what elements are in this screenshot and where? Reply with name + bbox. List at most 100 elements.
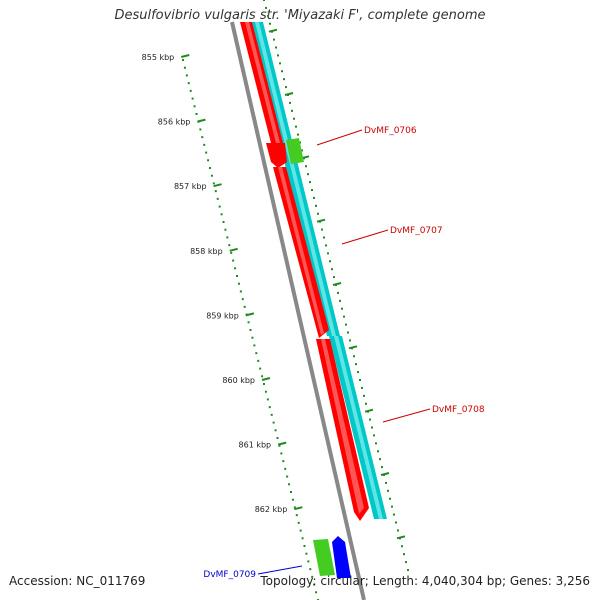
tick-dot-right [377,450,379,453]
tick-dot-right [355,363,357,366]
major-tick-right [396,535,406,540]
tick-dot-left [216,197,219,200]
tick-dot-left [291,498,294,501]
major-tick-right [364,408,374,413]
cds-red-1-highlight [245,22,280,143]
tick-dot-left [228,244,231,247]
tick-marks [181,0,409,600]
tick-dot-left [205,151,208,154]
gene-leader-line [341,229,389,245]
tick-dot-right [323,236,325,239]
tick-dot-left [185,74,188,77]
gene-labels: DvMF_0706 DvMF_0707 DvMF_0708 DvMF_0709 [203,126,484,580]
major-tick [213,183,222,188]
tick-dot-left [183,66,186,69]
tick-dot-right [267,14,269,17]
tick-dot-left [212,182,215,185]
tick-dot-left [222,221,225,223]
tick-dot-left [214,190,217,193]
tick-dot-right [333,276,335,279]
gene-label[interactable]: DvMF_0707 [390,226,443,236]
tick-dot-left [210,174,213,177]
gene-leader-line [316,129,363,146]
tick-dot-left [236,275,238,277]
tick-dot-right [289,101,291,104]
tick-dot-left [201,136,204,139]
tick-dot-right [381,466,383,469]
tick-dot-right [387,489,389,492]
tick-dot-right [317,212,319,215]
tick-dot-left [191,97,194,100]
tick-dot-left [266,398,269,401]
tick-dot-right [301,149,303,152]
tick-dot-left [243,305,246,308]
cds-cyan-1-highlight [255,22,336,336]
tick-dot-right [331,268,333,271]
tick-dot-right [405,561,407,564]
genome-backbone [230,21,366,600]
tick-dot-left [203,143,206,146]
tick-dot-right [327,252,329,255]
feature-green-bottom[interactable] [313,539,335,576]
tick-dot-left [315,591,318,594]
tick-dot-left [218,205,221,208]
tick-dot-left [234,267,237,270]
tick-dot-left [230,251,233,254]
major-tick [261,377,271,381]
tick-dot-right [299,141,301,144]
tick-dot-right [369,418,371,421]
tick-dot-right [353,355,355,358]
tick-dot-right [309,181,311,184]
major-tick-right [316,218,326,223]
tick-dot-left [189,89,192,92]
major-tick [294,506,303,511]
feature-blue-bottom[interactable] [332,536,351,578]
tick-dot-left [241,298,244,301]
tick-dot-left [249,329,252,331]
tick-dot-right [357,371,359,374]
tick-dot-right [363,394,365,397]
tick-dot-left [226,236,229,239]
tick-dot-right [285,86,287,89]
tick-dot-right [293,117,295,120]
tick-dot-right [393,513,395,516]
tick-dot-right [403,553,405,556]
major-tick [245,312,255,317]
tick-dot-right [337,291,339,294]
tick-dot-right [343,315,345,318]
tick-dot-left [276,437,279,439]
tick-dot-left [209,167,211,169]
tick-dot-left [257,359,260,362]
gene-leader-line [382,408,431,423]
tick-dot-right [311,189,313,191]
tick-dot-right [281,70,283,73]
tick-dot-left [207,159,210,162]
tick-dot-right [305,165,307,168]
tick-dot-left [193,105,196,108]
tick-dot-left [295,514,298,517]
tick-dot-right [277,54,279,57]
tick-dot-right [269,22,271,25]
tick-dot-left [282,460,285,463]
tick-dot-left [284,467,287,470]
tick-dot-right [315,204,317,207]
tick-dot-left [270,413,273,416]
cds-cyan-2-highlight [334,336,383,519]
tick-dot-left [313,583,316,586]
tick-label: 862 kbp [255,505,288,514]
major-tick-right [348,345,358,350]
tick-label: 858 kbp [190,247,223,256]
tick-dot-right [325,244,327,247]
tick-dot-right [349,339,351,342]
gene-label[interactable]: DvMF_0708 [432,405,485,415]
tick-dot-left [237,282,240,285]
gene-label[interactable]: DvMF_0706 [364,126,417,136]
gene-label[interactable]: DvMF_0709 [203,570,256,580]
tick-dot-left [187,82,190,85]
cds-red-arrow-1[interactable] [266,143,287,168]
feature-green-small[interactable] [286,138,304,164]
major-tick [181,54,190,58]
tick-dot-left [309,568,312,571]
tick-dot-left [247,321,250,324]
